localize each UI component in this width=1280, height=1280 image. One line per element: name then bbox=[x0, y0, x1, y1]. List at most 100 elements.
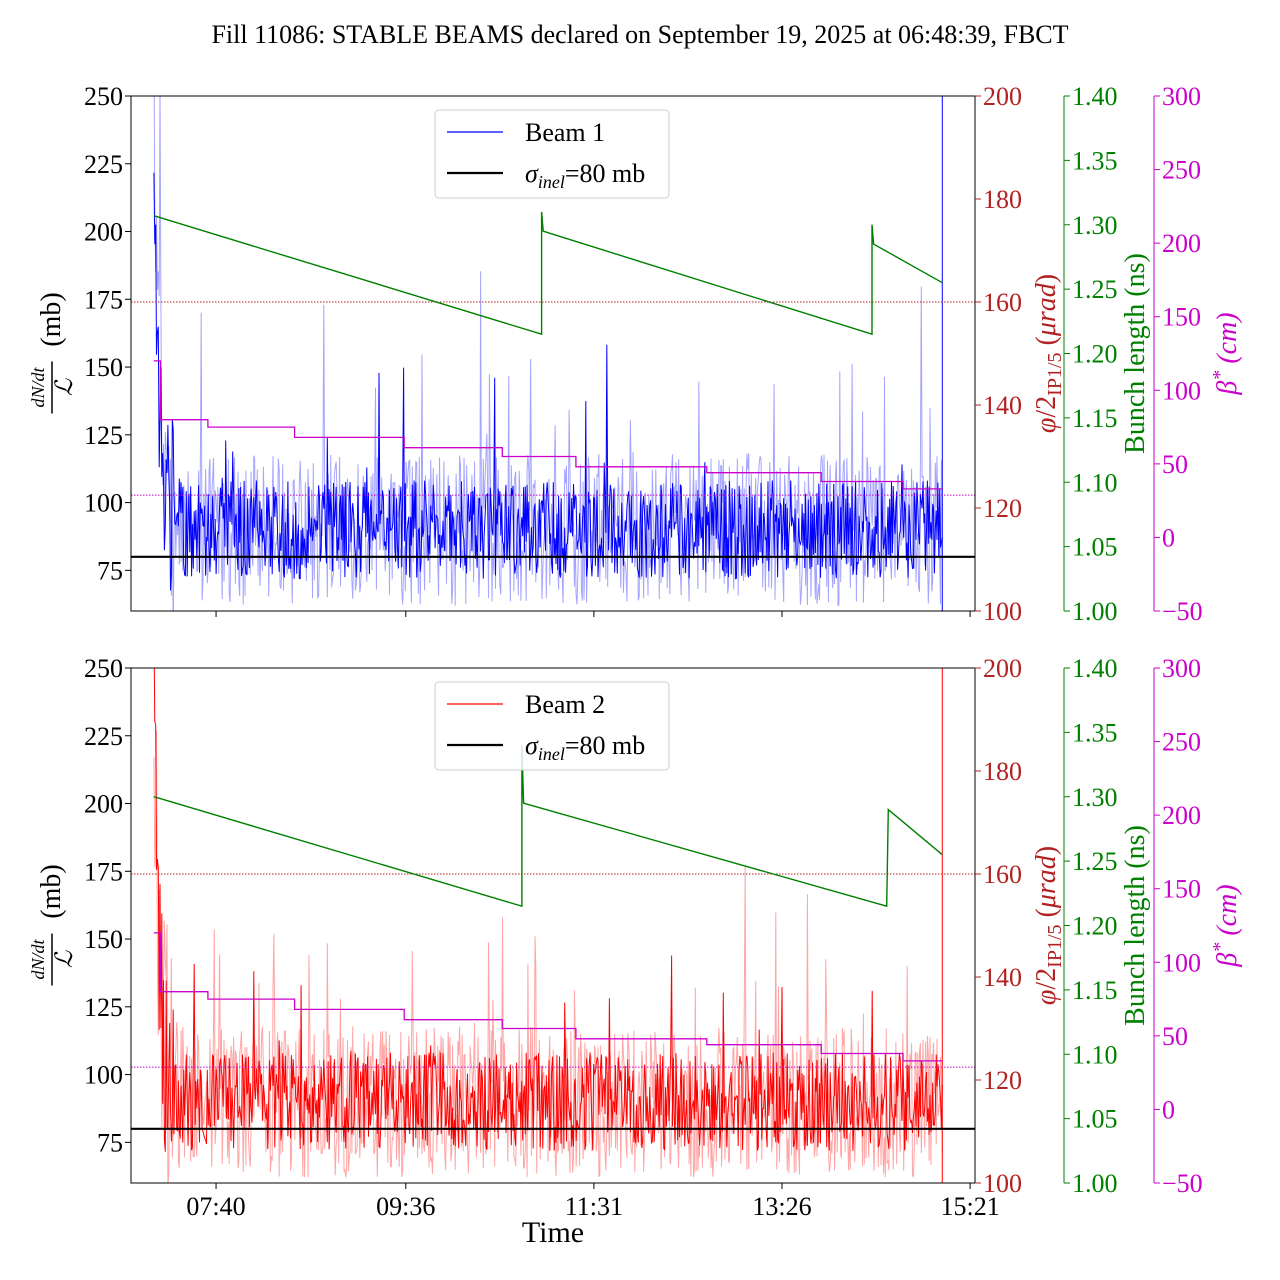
x-axis: 07:40 09:36 11:31 13:26 15:21 bbox=[186, 1183, 1000, 1221]
left-tick-label: 225 bbox=[84, 150, 123, 179]
bunch-tick-label: 1.25 bbox=[1072, 275, 1118, 304]
bunch-tick-label: 1.20 bbox=[1072, 912, 1118, 941]
left-tick-label: 150 bbox=[84, 925, 123, 954]
phi-tick-label: 180 bbox=[983, 185, 1022, 214]
legend-beam-label: Beam 1 bbox=[525, 118, 605, 147]
ylabel-numerator: dN/dt bbox=[28, 939, 48, 980]
figure-title: Fill 11086: STABLE BEAMS declared on Sep… bbox=[211, 20, 1069, 49]
bunch-tick-label: 1.00 bbox=[1072, 1169, 1118, 1198]
x-tick-label: 11:31 bbox=[565, 1192, 623, 1221]
bunch-tick-label: 1.15 bbox=[1072, 976, 1118, 1005]
left-tick-label: 75 bbox=[97, 556, 123, 585]
phi-tick-label: 120 bbox=[983, 1066, 1022, 1095]
phi-tick-label: 160 bbox=[983, 860, 1022, 889]
phi-tick-label: 200 bbox=[983, 654, 1022, 683]
phi-axis-label: φ/2IP1/5 (μrad) bbox=[1031, 274, 1066, 433]
ylabel-unit: (mb) bbox=[36, 864, 67, 918]
left-tick-label: 125 bbox=[84, 421, 123, 450]
beam-series-envelope bbox=[153, 730, 943, 1183]
beta-tick-label: 300 bbox=[1162, 82, 1201, 111]
legend: Beam 2 σinel=80 mb bbox=[434, 681, 670, 771]
x-axis-label: Time bbox=[522, 1216, 584, 1249]
phi-tick-label: 140 bbox=[983, 963, 1022, 992]
phi-axis-label: φ/2IP1/5 (μrad) bbox=[1031, 846, 1066, 1005]
plot-frame bbox=[130, 667, 976, 1184]
left-tick-label: 125 bbox=[84, 993, 123, 1022]
left-tick-label: 175 bbox=[84, 857, 123, 886]
bunch-axis-label: Bunch length (ns) bbox=[1120, 825, 1151, 1026]
phi-tick-label: 180 bbox=[983, 757, 1022, 786]
bunch-tick-label: 1.15 bbox=[1072, 404, 1118, 433]
plot-frame bbox=[130, 95, 976, 612]
bunch-tick-label: 1.30 bbox=[1072, 783, 1118, 812]
beta-tick-label: 100 bbox=[1162, 376, 1201, 405]
bunch-tick-label: 1.00 bbox=[1072, 597, 1118, 626]
phi-axis: 100 120 140 160 180 200 bbox=[975, 654, 1022, 1198]
beta-axis-label: β* (cm) bbox=[1209, 312, 1243, 395]
phi-tick-label: 100 bbox=[983, 1169, 1022, 1198]
left-axis: 75 100 125 150 175 200 225 250 bbox=[84, 654, 131, 1157]
phi-tick-label: 140 bbox=[983, 391, 1022, 420]
beta-star-line bbox=[153, 360, 943, 490]
beta-tick-label: −50 bbox=[1162, 1169, 1203, 1198]
bunch-tick-label: 1.05 bbox=[1072, 533, 1118, 562]
phi-tick-label: 200 bbox=[983, 82, 1022, 111]
x-tick-label: 15:21 bbox=[940, 1192, 999, 1221]
beta-tick-label: 0 bbox=[1162, 523, 1175, 552]
left-tick-label: 200 bbox=[84, 218, 123, 247]
x-tick-label: 07:40 bbox=[186, 1192, 245, 1221]
bunch-axis-label: Bunch length (ns) bbox=[1120, 253, 1151, 454]
beta-axis-label: β* (cm) bbox=[1209, 884, 1243, 967]
beta-axis: −50 0 50 100 150 200 250 300 bbox=[1153, 654, 1203, 1198]
bunch-tick-label: 1.25 bbox=[1072, 847, 1118, 876]
left-axis-label: dN/dt ℒ (mb) bbox=[28, 292, 78, 414]
left-tick-label: 225 bbox=[84, 722, 123, 751]
x-tick-label: 09:36 bbox=[376, 1192, 435, 1221]
left-tick-label: 175 bbox=[84, 285, 123, 314]
bunch-length-line bbox=[153, 211, 943, 336]
left-tick-label: 100 bbox=[84, 489, 123, 518]
beta-tick-label: 50 bbox=[1162, 1022, 1188, 1051]
beta-tick-label: 50 bbox=[1162, 450, 1188, 479]
bunch-tick-label: 1.10 bbox=[1072, 1040, 1118, 1069]
beta-tick-label: 0 bbox=[1162, 1095, 1175, 1124]
bunch-tick-label: 1.10 bbox=[1072, 468, 1118, 497]
left-axis: 75 100 125 150 175 200 225 250 bbox=[84, 82, 131, 585]
bunch-tick-label: 1.40 bbox=[1072, 654, 1118, 683]
ylabel-unit: (mb) bbox=[36, 292, 67, 346]
ylabel-denominator: ℒ bbox=[50, 378, 78, 396]
bunch-axis: 1.00 1.05 1.10 1.15 1.20 1.25 1.30 1.35 1.40 bbox=[1063, 654, 1118, 1198]
left-tick-label: 200 bbox=[84, 790, 123, 819]
phi-axis: 100 120 140 160 180 200 bbox=[975, 82, 1022, 626]
beta-tick-label: 250 bbox=[1162, 156, 1201, 185]
plot-area bbox=[131, 668, 975, 1183]
beta-tick-label: −50 bbox=[1162, 597, 1203, 626]
x-tick-label: 13:26 bbox=[752, 1192, 811, 1221]
phi-tick-label: 120 bbox=[983, 494, 1022, 523]
beta-tick-label: 150 bbox=[1162, 875, 1201, 904]
legend-sigma-label: σinel=80 mb bbox=[525, 159, 645, 192]
beam-series-line bbox=[153, 172, 943, 591]
bunch-tick-label: 1.40 bbox=[1072, 82, 1118, 111]
phi-tick-label: 100 bbox=[983, 597, 1022, 626]
bunch-length-line bbox=[153, 745, 943, 908]
beta-tick-label: 200 bbox=[1162, 229, 1201, 258]
ylabel-denominator: ℒ bbox=[50, 950, 78, 968]
left-tick-label: 250 bbox=[84, 654, 123, 683]
bunch-tick-label: 1.35 bbox=[1072, 146, 1118, 175]
bunch-axis: 1.00 1.05 1.10 1.15 1.20 1.25 1.30 1.35 1.40 bbox=[1063, 82, 1118, 626]
legend-beam-label: Beam 2 bbox=[525, 690, 605, 719]
left-tick-label: 150 bbox=[84, 353, 123, 382]
beam-series-line bbox=[153, 668, 943, 1152]
left-tick-label: 100 bbox=[84, 1061, 123, 1090]
bunch-tick-label: 1.20 bbox=[1072, 340, 1118, 369]
legend-sigma-label: σinel=80 mb bbox=[525, 731, 645, 764]
bunch-tick-label: 1.35 bbox=[1072, 718, 1118, 747]
beta-tick-label: 150 bbox=[1162, 303, 1201, 332]
ylabel-numerator: dN/dt bbox=[28, 367, 48, 408]
phi-tick-label: 160 bbox=[983, 288, 1022, 317]
x-axis bbox=[215, 611, 971, 617]
beta-tick-label: 300 bbox=[1162, 654, 1201, 683]
